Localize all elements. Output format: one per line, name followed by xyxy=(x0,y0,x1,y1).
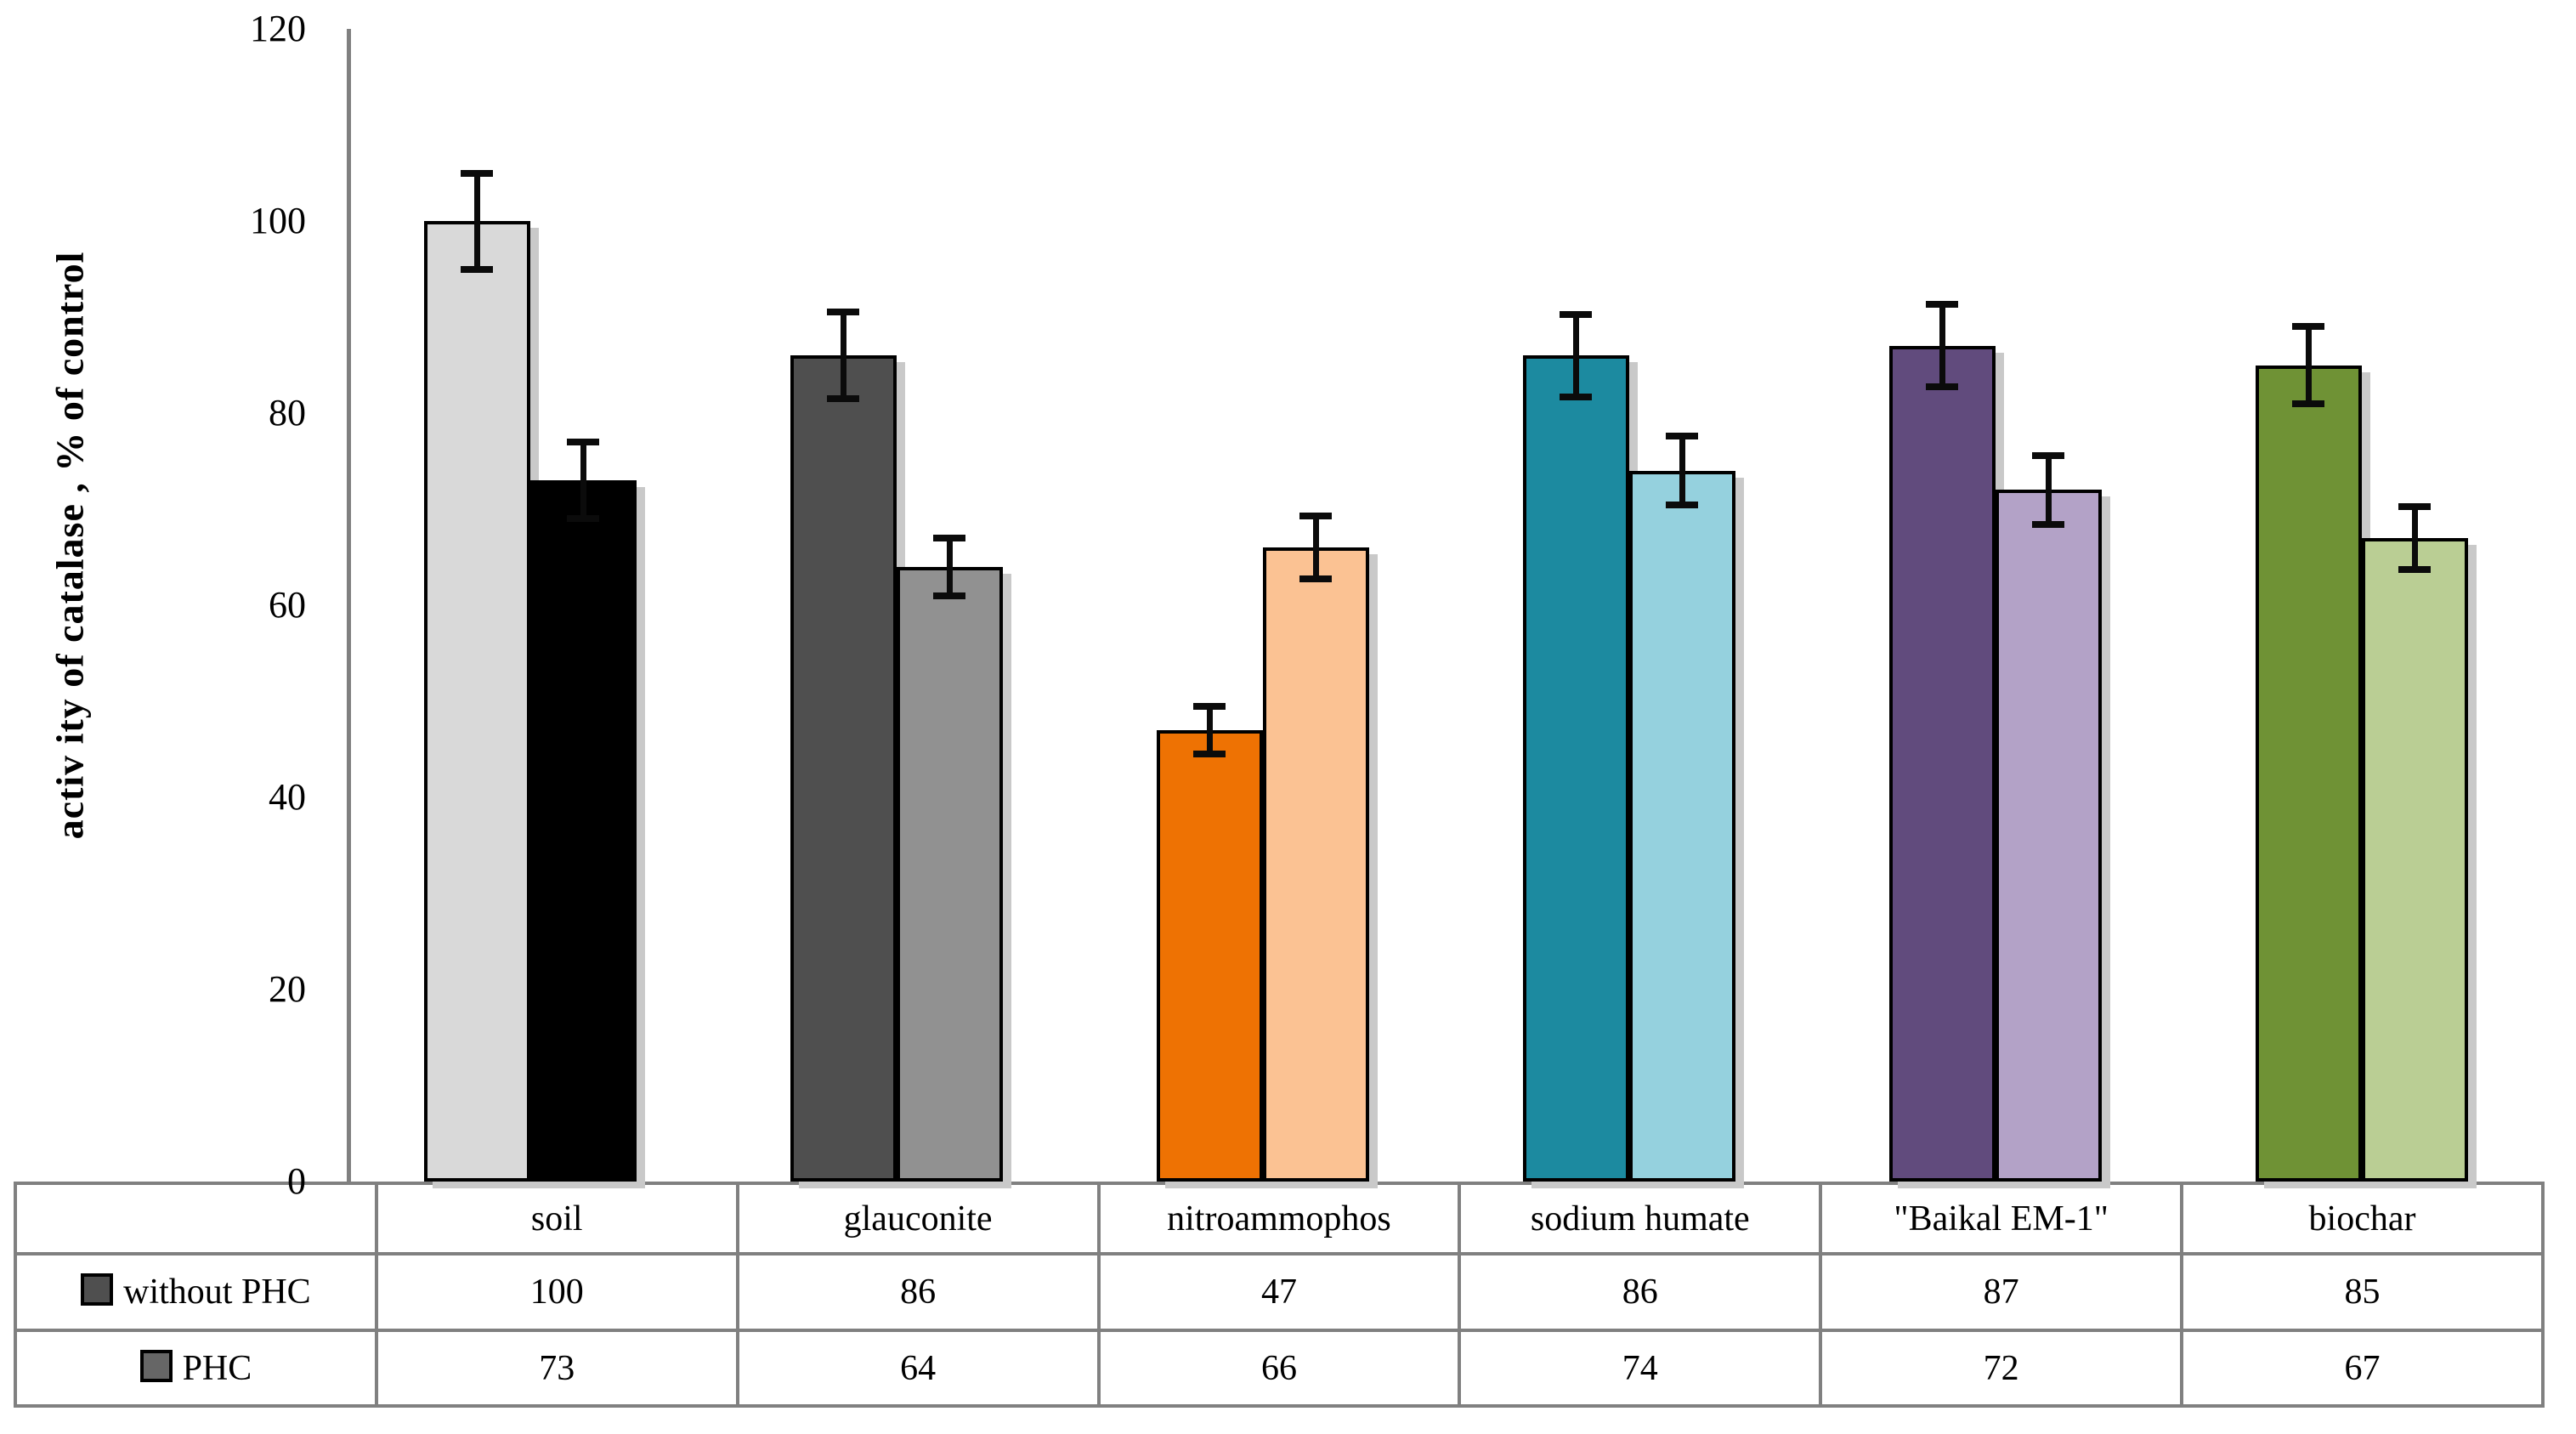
value-cell: 74 xyxy=(1458,1329,1823,1408)
value-cell: 100 xyxy=(374,1252,739,1332)
series-row-without-phc: without PHC 100 86 47 86 87 85 xyxy=(14,1252,2545,1332)
category-header-biochar: biochar xyxy=(2180,1182,2545,1255)
error-bar xyxy=(1572,314,1579,397)
value-cell: 87 xyxy=(1819,1252,2184,1332)
value-cell: 86 xyxy=(1458,1252,1823,1332)
legend-item-phc: PHC xyxy=(14,1329,378,1408)
bar-without-phc-glauconite xyxy=(790,355,897,1182)
legend-key-swatch-phc-icon xyxy=(139,1349,173,1382)
error-bar-cap xyxy=(827,309,859,316)
table-corner-spacer xyxy=(14,1182,378,1255)
value-cell: 47 xyxy=(1096,1252,1462,1332)
error-bar xyxy=(1206,706,1213,755)
error-bar-cap xyxy=(1560,310,1592,318)
y-axis-title: activ ity of catalase , % of control xyxy=(48,251,92,840)
legend-label-without-phc: without PHC xyxy=(123,1272,311,1312)
error-bar-cap xyxy=(1666,433,1698,440)
error-bar-cap xyxy=(2032,451,2064,459)
error-bar-cap xyxy=(1926,383,1958,391)
error-bar-cap xyxy=(1299,575,1332,583)
y-tick-label: 120 xyxy=(250,8,306,49)
error-bar xyxy=(2411,506,2418,570)
error-bar-cap xyxy=(2292,400,2324,407)
error-bar-cap xyxy=(461,265,493,273)
error-bar-cap xyxy=(2398,566,2431,574)
bar-phc-soil xyxy=(529,480,637,1182)
bar-without-phc-sodium-humate xyxy=(1522,355,1629,1182)
value-cell: 67 xyxy=(2180,1329,2545,1408)
bar-phc-baikal-em-1 xyxy=(1995,490,2102,1182)
bar-without-phc-nitroammophos xyxy=(1156,729,1263,1182)
y-tick-label: 40 xyxy=(269,776,306,818)
bar-phc-biochar xyxy=(2361,537,2468,1182)
error-bar xyxy=(2305,326,2312,404)
bar-phc-sodium-humate xyxy=(1628,470,1735,1182)
value-cell: 73 xyxy=(374,1329,739,1408)
category-header-baikal-em1: "Baikal EM-1" xyxy=(1819,1182,2184,1255)
category-header-sodium-humate: sodium humate xyxy=(1458,1182,1823,1255)
error-bar-cap xyxy=(933,534,965,541)
y-axis-line xyxy=(347,29,351,1182)
legend-item-without-phc: without PHC xyxy=(14,1252,378,1332)
error-bar-cap xyxy=(1666,502,1698,509)
category-header-row: soil glauconite nitroammophos sodium hum… xyxy=(14,1182,2545,1255)
error-bar xyxy=(473,173,480,269)
y-tick-label: 0 xyxy=(287,1160,306,1202)
error-bar-cap xyxy=(567,515,599,523)
value-cell: 64 xyxy=(735,1329,1101,1408)
error-bar-cap xyxy=(1560,393,1592,400)
category-header-soil: soil xyxy=(374,1182,739,1255)
error-bar xyxy=(1679,436,1685,506)
error-bar xyxy=(580,441,586,519)
value-cell: 72 xyxy=(1819,1329,2184,1408)
error-bar xyxy=(1312,515,1319,580)
bar-without-phc-soil xyxy=(423,221,530,1182)
value-cell: 86 xyxy=(735,1252,1101,1332)
bar-phc-glauconite xyxy=(896,566,1003,1182)
series-row-phc: PHC 73 64 66 74 72 67 xyxy=(14,1329,2545,1408)
error-bar-cap xyxy=(1193,751,1226,758)
chart-data-table: soil glauconite nitroammophos sodium hum… xyxy=(14,1182,2545,1408)
y-tick-label: 60 xyxy=(269,584,306,626)
legend-label-phc: PHC xyxy=(182,1348,252,1388)
error-bar-cap xyxy=(2398,502,2431,510)
category-header-glauconite: glauconite xyxy=(735,1182,1101,1255)
error-bar xyxy=(2045,455,2052,525)
error-bar-cap xyxy=(933,592,965,599)
bar-without-phc-biochar xyxy=(2255,365,2362,1182)
error-bar-cap xyxy=(2032,521,2064,529)
error-bar-cap xyxy=(1926,301,1958,309)
error-bar-cap xyxy=(1299,512,1332,519)
error-bar-cap xyxy=(1193,702,1226,710)
error-bar-cap xyxy=(827,395,859,403)
error-bar xyxy=(1939,304,1945,388)
bar-phc-nitroammophos xyxy=(1262,547,1369,1182)
bar-without-phc-baikal-em-1 xyxy=(1888,345,1996,1182)
error-bar-cap xyxy=(2292,323,2324,331)
legend-key-swatch-without-phc-icon xyxy=(81,1273,114,1306)
y-tick-label: 20 xyxy=(269,968,306,1010)
error-bar xyxy=(946,537,953,596)
y-tick-label: 80 xyxy=(269,392,306,434)
y-tick-label: 100 xyxy=(250,200,306,241)
error-bar-cap xyxy=(461,169,493,177)
value-cell: 66 xyxy=(1096,1329,1462,1408)
value-cell: 85 xyxy=(2180,1252,2545,1332)
error-bar-cap xyxy=(567,438,599,445)
error-bar xyxy=(840,312,846,400)
category-header-nitroammophos: nitroammophos xyxy=(1096,1182,1462,1255)
